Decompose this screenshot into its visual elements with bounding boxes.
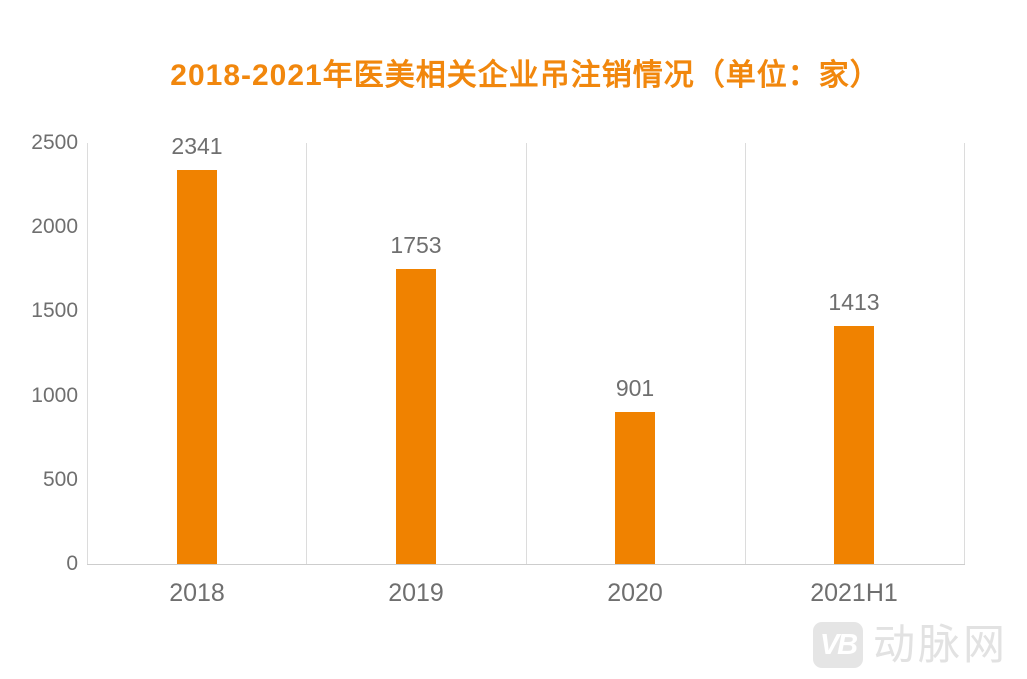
vb-logo-letters: VB [819,629,858,661]
gridline [964,143,965,564]
bar-2020 [615,412,655,564]
gridline [306,143,307,564]
bar-value-label: 901 [615,375,655,401]
bar-value-label: 2341 [171,133,223,159]
gridline [745,143,746,564]
bar-value-label: 1413 [828,289,880,315]
bar-2019 [396,269,436,564]
bar-value-label: 1753 [390,232,442,258]
x-tick-label: 2019 [388,579,444,607]
y-tick-label: 1500 [31,299,78,322]
watermark-logo: VB 动脉网 [810,618,1020,672]
vb-logo-icon: VB [813,622,863,668]
y-axis-line [87,143,88,564]
y-tick-label: 2000 [31,215,78,238]
chart-title: 2018-2021年医美相关企业吊注销情况（单位：家） [170,59,881,92]
x-tick-label: 2021H1 [810,579,898,607]
y-tick-label: 0 [66,552,78,575]
watermark-text: 动脉网 [873,621,1009,668]
y-tick-label: 500 [42,468,78,491]
plot-area: 2341 1753 901 1413 [87,133,965,564]
bar-2018 [177,170,217,564]
bar-2021H1 [834,326,874,564]
gridline [526,143,527,564]
x-tick-label: 2018 [169,579,225,607]
y-tick-label: 1000 [31,384,78,407]
y-tick-label: 2500 [31,131,78,154]
x-tick-label: 2020 [607,579,663,607]
x-axis-line [87,564,965,565]
